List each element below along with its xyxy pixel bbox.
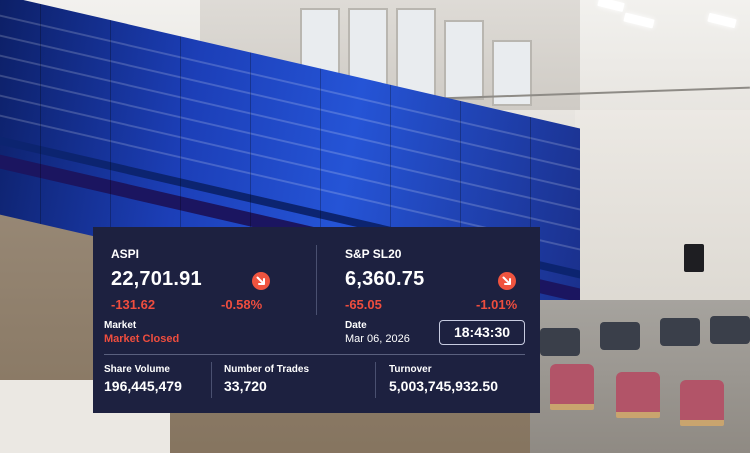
market-label: Market bbox=[104, 320, 137, 331]
date-value: Mar 06, 2026 bbox=[345, 333, 410, 345]
speaker bbox=[684, 244, 704, 272]
date-label: Date bbox=[345, 320, 367, 331]
stat-label: Turnover bbox=[389, 364, 432, 375]
window bbox=[444, 20, 484, 100]
arrow-down-right-icon bbox=[252, 272, 270, 290]
divider bbox=[316, 245, 317, 315]
stat-value: 196,445,479 bbox=[104, 378, 182, 394]
trading-floor-chairs bbox=[530, 300, 750, 453]
index-value: 22,701.91 bbox=[111, 268, 202, 290]
index-change: -131.62 bbox=[111, 297, 156, 312]
stat-label: Number of Trades bbox=[224, 364, 310, 375]
right-wall bbox=[575, 110, 750, 320]
chair bbox=[680, 380, 724, 426]
stat-value: 5,003,745,932.50 bbox=[389, 378, 498, 394]
index-percent-change: -1.01% bbox=[476, 297, 518, 312]
divider bbox=[375, 362, 376, 398]
chair bbox=[616, 372, 660, 418]
stat-label: Share Volume bbox=[104, 364, 170, 375]
market-status-badge: Market Closed bbox=[104, 333, 180, 345]
index-value: 6,360.75 bbox=[345, 268, 425, 290]
arrow-down-right-icon bbox=[498, 272, 516, 290]
divider bbox=[104, 354, 525, 355]
window bbox=[396, 8, 436, 98]
divider bbox=[211, 362, 212, 398]
index-name: ASPI bbox=[111, 247, 140, 261]
index-change: -65.05 bbox=[345, 297, 382, 312]
market-summary-panel: ASPI 22,701.91 -131.62 -0.58% S&P SL20 6… bbox=[93, 227, 540, 413]
market-clock: 18:43:30 bbox=[439, 320, 525, 345]
chair bbox=[550, 364, 594, 410]
index-name: S&P SL20 bbox=[345, 247, 402, 261]
stat-value: 33,720 bbox=[224, 378, 267, 394]
index-percent-change: -0.58% bbox=[221, 297, 263, 312]
